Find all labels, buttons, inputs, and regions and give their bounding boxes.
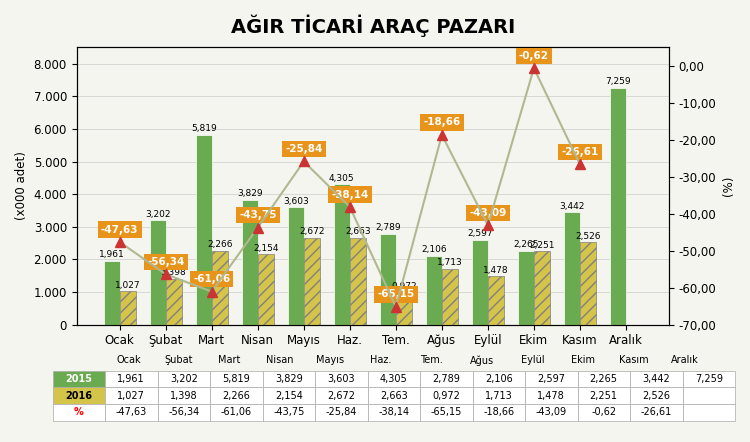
Text: Mayıs: Mayıs [316, 355, 344, 365]
Bar [396, 293, 412, 325]
Bar [196, 135, 211, 325]
Title: AĞIR TİCARİ ARAÇ PAZARI: AĞIR TİCARİ ARAÇ PAZARI [231, 15, 515, 38]
Bar [488, 277, 504, 325]
Bar [380, 234, 396, 325]
Text: Ocak: Ocak [116, 355, 141, 365]
Text: 1,713: 1,713 [437, 258, 463, 267]
Bar [120, 291, 136, 325]
Text: -38,14: -38,14 [331, 190, 368, 199]
Text: 2,526: 2,526 [575, 232, 601, 241]
Text: -65,15: -65,15 [377, 290, 415, 299]
Text: 1,961: 1,961 [99, 250, 124, 259]
Text: 1,027: 1,027 [115, 281, 140, 290]
Bar [518, 251, 534, 325]
Y-axis label: (%): (%) [722, 176, 735, 196]
Bar [334, 184, 350, 325]
Text: 2,266: 2,266 [207, 240, 232, 249]
Text: -47,63: -47,63 [101, 225, 139, 235]
Bar [426, 256, 442, 325]
Text: 3,442: 3,442 [560, 202, 584, 211]
Text: 2,672: 2,672 [299, 227, 325, 236]
Text: 3,603: 3,603 [283, 197, 308, 206]
Text: 2,154: 2,154 [253, 244, 278, 253]
Text: -56,34: -56,34 [147, 257, 184, 267]
Bar [104, 261, 120, 325]
Text: 2,251: 2,251 [530, 240, 555, 250]
Text: 2,106: 2,106 [421, 245, 446, 255]
Text: -0,62: -0,62 [519, 51, 549, 61]
Text: 2,663: 2,663 [345, 227, 370, 236]
Text: 2,597: 2,597 [467, 229, 493, 238]
Bar [211, 251, 228, 325]
Text: -43,75: -43,75 [239, 210, 277, 220]
Bar [472, 240, 488, 325]
Text: 2,789: 2,789 [375, 223, 400, 232]
Text: 5,819: 5,819 [190, 124, 217, 133]
Text: Aralık: Aralık [670, 355, 698, 365]
Text: 0,972: 0,972 [391, 282, 417, 291]
Text: Ekim: Ekim [572, 355, 596, 365]
Text: -61,06: -61,06 [193, 274, 230, 284]
Text: Şubat: Şubat [165, 355, 194, 365]
Bar [350, 238, 366, 325]
Text: -18,66: -18,66 [423, 118, 460, 127]
Bar [242, 200, 258, 325]
Text: -26,61: -26,61 [561, 147, 598, 157]
Text: 4,305: 4,305 [329, 174, 355, 183]
Bar [258, 255, 274, 325]
Text: Ağus: Ağus [470, 355, 494, 366]
Text: Tem.: Tem. [420, 355, 443, 365]
Bar [610, 88, 626, 325]
Text: 2,265: 2,265 [513, 240, 538, 249]
Text: Mart: Mart [218, 355, 241, 365]
Y-axis label: (x000 adet): (x000 adet) [15, 152, 28, 221]
Text: -25,84: -25,84 [285, 144, 322, 154]
Bar [580, 242, 596, 325]
Bar [288, 207, 304, 325]
Text: -43,09: -43,09 [470, 208, 506, 218]
Text: 1,398: 1,398 [161, 268, 187, 278]
Bar [149, 220, 166, 325]
Text: 3,829: 3,829 [237, 189, 262, 198]
Text: 7,259: 7,259 [605, 77, 631, 86]
Bar [534, 251, 550, 325]
Bar [442, 269, 458, 325]
Text: Eylül: Eylül [521, 355, 544, 365]
Text: Haz.: Haz. [370, 355, 392, 365]
Bar [564, 213, 580, 325]
Text: Nisan: Nisan [266, 355, 294, 365]
Text: 3,202: 3,202 [145, 210, 170, 219]
Bar [166, 279, 182, 325]
Text: Kasım: Kasım [619, 355, 649, 365]
Bar [304, 237, 320, 325]
Text: 1,478: 1,478 [483, 266, 508, 275]
